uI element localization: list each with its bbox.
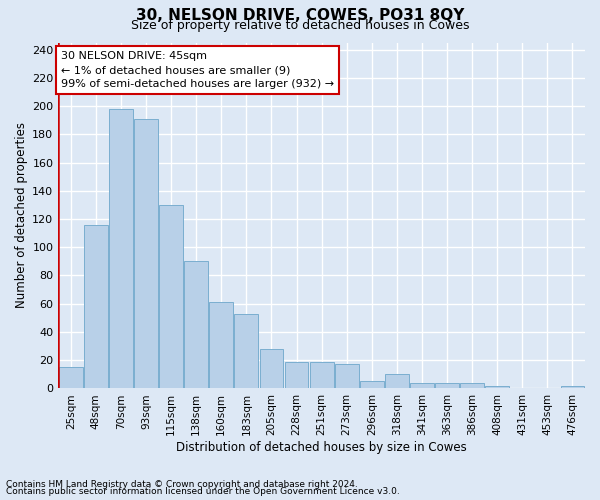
Text: Size of property relative to detached houses in Cowes: Size of property relative to detached ho… — [131, 19, 469, 32]
Bar — [209, 302, 233, 388]
Text: Contains HM Land Registry data © Crown copyright and database right 2024.: Contains HM Land Registry data © Crown c… — [6, 480, 358, 489]
X-axis label: Distribution of detached houses by size in Cowes: Distribution of detached houses by size … — [176, 441, 467, 454]
Bar — [560, 386, 584, 388]
Bar — [385, 374, 409, 388]
Bar — [284, 362, 308, 388]
Bar — [84, 224, 108, 388]
Bar — [335, 364, 359, 388]
Text: 30, NELSON DRIVE, COWES, PO31 8QY: 30, NELSON DRIVE, COWES, PO31 8QY — [136, 8, 464, 22]
Y-axis label: Number of detached properties: Number of detached properties — [15, 122, 28, 308]
Bar — [485, 386, 509, 388]
Bar — [184, 262, 208, 388]
Bar — [260, 349, 283, 389]
Bar — [310, 362, 334, 388]
Bar — [410, 383, 434, 388]
Bar — [134, 119, 158, 388]
Bar — [435, 383, 459, 388]
Bar — [460, 383, 484, 388]
Text: 30 NELSON DRIVE: 45sqm
← 1% of detached houses are smaller (9)
99% of semi-detac: 30 NELSON DRIVE: 45sqm ← 1% of detached … — [61, 51, 334, 89]
Text: Contains public sector information licensed under the Open Government Licence v3: Contains public sector information licen… — [6, 487, 400, 496]
Bar — [159, 205, 183, 388]
Bar — [109, 109, 133, 388]
Bar — [360, 382, 384, 388]
Bar — [59, 368, 83, 388]
Bar — [235, 314, 259, 388]
